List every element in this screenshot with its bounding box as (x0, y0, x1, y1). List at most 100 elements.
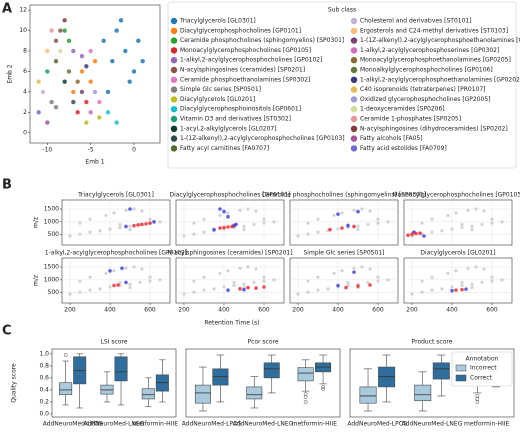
legend-label: Oxidized glycerophosphocholines [GP2005] (360, 96, 491, 103)
point (140, 222, 144, 227)
y-tick-label: 500 (48, 289, 60, 296)
point (490, 217, 494, 221)
point (242, 227, 246, 232)
point (430, 288, 434, 292)
box (141, 388, 155, 400)
point (79, 69, 85, 74)
point (316, 217, 320, 221)
point (92, 59, 98, 64)
y-tick-label: 0.2 (39, 398, 49, 405)
point (490, 275, 494, 279)
point (420, 279, 424, 283)
legend-marker (170, 27, 178, 34)
point (182, 292, 186, 296)
legend-label: Ceramide phosphoethanolamines [SP0302] (180, 76, 310, 83)
point (88, 110, 93, 115)
point (460, 225, 464, 230)
point (192, 279, 196, 283)
point (110, 59, 115, 64)
point (454, 211, 458, 215)
box (359, 386, 377, 404)
point (45, 48, 50, 54)
point (332, 213, 336, 218)
point (78, 232, 82, 236)
point (128, 285, 132, 290)
x-tick-label: AddNeuroMed-LNEG (233, 421, 294, 428)
legend-label: Ergosterols and C24-methyl derivatives [… (360, 27, 508, 34)
point (104, 213, 108, 218)
legend-marker (170, 17, 178, 25)
point (148, 275, 152, 279)
point (182, 234, 186, 238)
point (212, 287, 216, 291)
plot-frame (175, 257, 285, 304)
y-tick-label: 2 (23, 109, 27, 116)
point (202, 217, 206, 221)
point (116, 283, 120, 287)
point (344, 285, 348, 290)
point (336, 227, 340, 231)
point (226, 211, 230, 215)
legend-marker (455, 374, 467, 382)
legend-marker (170, 57, 178, 64)
plot-frame (403, 199, 513, 246)
legend-marker (455, 364, 467, 372)
panel-title: LSI score (101, 339, 128, 346)
point (136, 223, 140, 227)
legend-marker (350, 86, 358, 93)
panel-title: Pcor score (247, 339, 278, 346)
x-tick-label: AddNeuroMed-LNEG (402, 421, 463, 428)
panel-label: B (2, 178, 12, 193)
y-tick-label: 1500 (44, 206, 59, 213)
point (326, 287, 330, 291)
x-tick-label: metformin-HIIE (133, 421, 179, 428)
point (75, 79, 80, 84)
legend-label: Fatty alcohols [FA05] (360, 135, 423, 142)
point (97, 99, 102, 105)
point (148, 221, 152, 225)
point (352, 208, 356, 212)
point (460, 222, 464, 227)
point (234, 222, 238, 227)
x-tick-label: 200 (406, 307, 418, 314)
point (242, 224, 246, 228)
legend-label: Monoalkylglycerophosphocholines [GP0106] (360, 67, 493, 74)
point (108, 285, 112, 289)
point (79, 53, 85, 59)
plot-frame (349, 348, 515, 418)
point (36, 79, 41, 84)
point (464, 287, 468, 291)
point (226, 214, 230, 219)
x-tick-label: 400 (104, 307, 116, 314)
point (470, 227, 474, 232)
box (246, 386, 263, 400)
panel-title: Diacylglycerols [GL0201] (420, 250, 495, 257)
point (88, 275, 92, 279)
x-tick-label: 400 (332, 307, 344, 314)
point (218, 226, 222, 230)
point (430, 217, 434, 221)
x-tick-label: -5 (88, 147, 94, 154)
point (246, 207, 250, 211)
y-tick-label: 0.6 (39, 374, 49, 381)
point (474, 207, 478, 211)
box (194, 384, 211, 404)
y-tick-label: 0.8 (39, 362, 49, 369)
panel-title: Diacylglycerophosphocholines [GP0101] (169, 192, 290, 199)
legend-label: N-acylsphingosines (ceramides) [SP0201] (180, 67, 305, 74)
point (262, 217, 266, 221)
y-tick-label: 10 (19, 27, 27, 34)
legend-label: 1-deoxyceramides [SP0206] (360, 106, 445, 113)
x-tick-label: 0 (132, 147, 136, 154)
x-tick-label: 400 (446, 307, 458, 314)
panel-label: A (2, 2, 12, 17)
point (420, 221, 424, 225)
y-tick-label: 6 (23, 68, 27, 75)
y-tick-label: 0.0 (39, 410, 49, 417)
point (466, 208, 470, 212)
legend-marker (170, 86, 178, 93)
panel-title: N-acylsphingosines (ceramides) [SP0201] (167, 250, 292, 257)
point (202, 230, 206, 234)
outlier (475, 394, 480, 398)
point (138, 280, 142, 285)
